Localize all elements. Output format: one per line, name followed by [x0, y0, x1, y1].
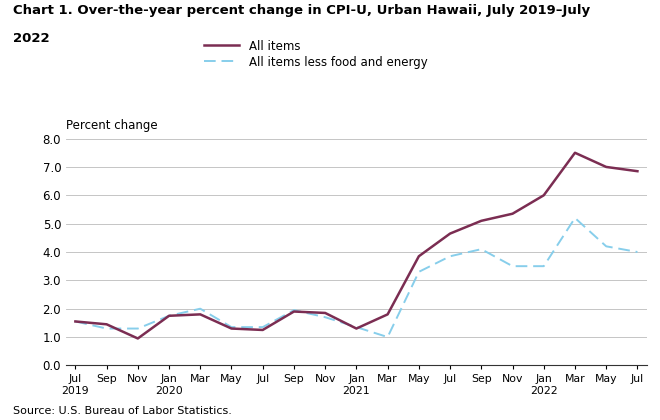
Text: Percent change: Percent change [66, 119, 158, 132]
Text: 2022: 2022 [13, 32, 50, 45]
Legend: All items, All items less food and energy: All items, All items less food and energ… [204, 39, 428, 69]
Text: Chart 1. Over-the-year percent change in CPI-U, Urban Hawaii, July 2019–July: Chart 1. Over-the-year percent change in… [13, 4, 590, 17]
Text: Source: U.S. Bureau of Labor Statistics.: Source: U.S. Bureau of Labor Statistics. [13, 406, 232, 416]
